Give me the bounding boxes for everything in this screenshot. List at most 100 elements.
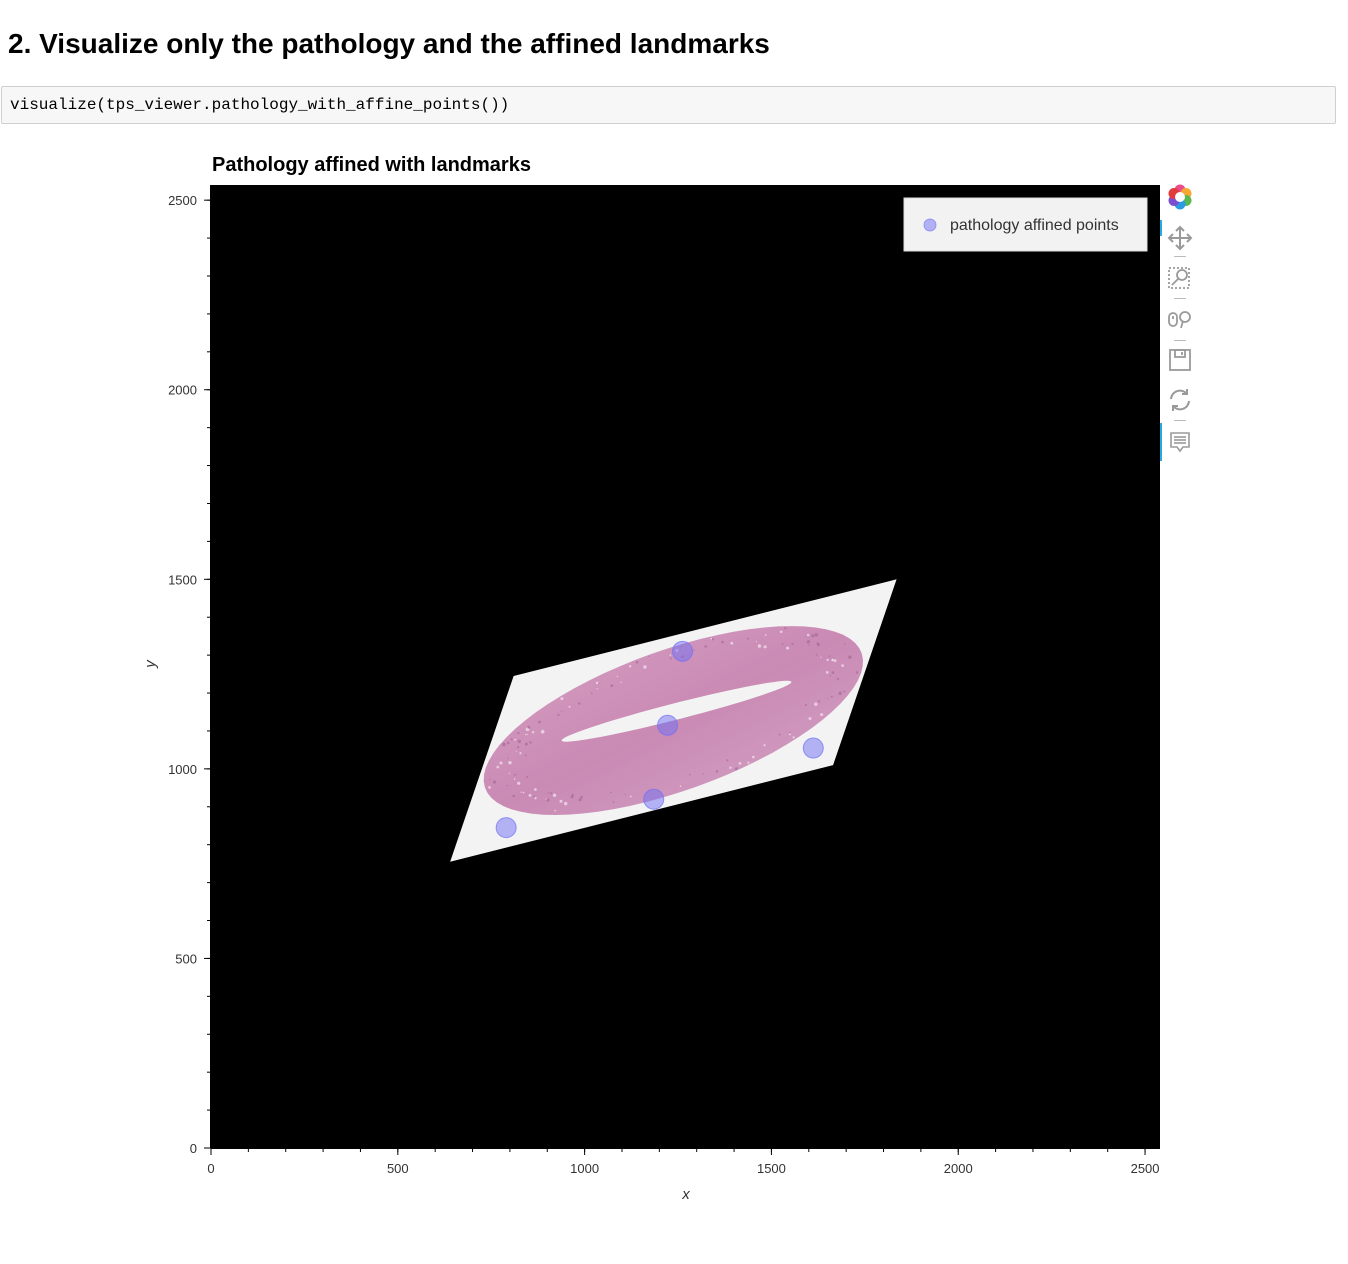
- tissue-texture: [528, 793, 532, 797]
- pan-icon[interactable]: [1166, 224, 1194, 252]
- tissue-texture: [841, 664, 844, 667]
- box-zoom-icon[interactable]: [1166, 264, 1194, 292]
- y-tick-label: 1000: [168, 762, 197, 777]
- tissue-texture: [855, 671, 859, 674]
- scatter-point[interactable]: [643, 788, 665, 810]
- y-tick-label: 2500: [168, 193, 197, 208]
- tissue-texture: [515, 750, 517, 752]
- tissue-texture: [811, 634, 815, 638]
- tissue-texture: [804, 704, 807, 707]
- tissue-texture: [534, 788, 537, 791]
- tissue-texture: [781, 643, 784, 646]
- tissue-texture: [570, 795, 574, 799]
- tissue-texture: [679, 785, 682, 787]
- tissue-texture: [693, 649, 695, 651]
- tissue-texture: [510, 738, 513, 741]
- tissue-texture: [629, 795, 632, 798]
- tissue-texture: [506, 784, 509, 787]
- tissue-texture: [546, 798, 550, 802]
- x-axis-label: x: [681, 1186, 690, 1203]
- tissue-texture: [828, 655, 831, 658]
- tissue-texture: [492, 780, 497, 784]
- tissue-texture: [522, 791, 525, 794]
- tissue-texture: [508, 772, 511, 774]
- scatter-point[interactable]: [802, 737, 824, 759]
- reset-icon[interactable]: [1166, 386, 1194, 414]
- tissue-texture: [616, 675, 618, 678]
- tissue-texture: [808, 644, 810, 646]
- tissue-texture: [836, 677, 840, 681]
- tissue-texture: [738, 762, 742, 765]
- tissue-texture: [788, 733, 791, 736]
- y-tick-label: 0: [190, 1141, 197, 1156]
- tissue-texture: [578, 702, 581, 705]
- code-cell[interactable]: visualize(tps_viewer.pathology_with_affi…: [1, 86, 1336, 124]
- tissue-texture: [838, 691, 842, 695]
- tissue-texture: [752, 755, 755, 759]
- tissue-texture: [568, 705, 571, 708]
- tissue-texture: [808, 717, 812, 720]
- tissue-texture: [831, 659, 834, 662]
- tissue-texture: [514, 738, 517, 741]
- tissue-texture: [814, 702, 818, 706]
- x-tick-label: 500: [387, 1161, 409, 1176]
- tissue-texture: [534, 797, 537, 800]
- tissue-texture: [669, 657, 672, 660]
- tissue-texture: [730, 641, 734, 645]
- tissue-texture: [818, 700, 821, 703]
- tissue-texture: [564, 801, 568, 806]
- tissue-texture: [540, 729, 545, 734]
- tissue-texture: [704, 645, 707, 648]
- scatter-point[interactable]: [495, 817, 517, 839]
- tissue-texture: [506, 741, 510, 745]
- code-text: visualize(tps_viewer.pathology_with_affi…: [10, 96, 510, 114]
- tissue-texture: [820, 713, 824, 717]
- tissue-texture: [526, 733, 528, 736]
- tissue-texture: [833, 659, 837, 663]
- tissue-texture: [507, 757, 509, 759]
- scatter-point[interactable]: [672, 640, 694, 662]
- tissue-texture: [578, 798, 582, 802]
- bokeh-logo-icon[interactable]: [1166, 183, 1194, 211]
- legend-label: pathology affined points: [950, 217, 1119, 234]
- tissue-texture: [688, 773, 691, 776]
- tissue-texture: [721, 640, 724, 644]
- save-icon[interactable]: [1166, 346, 1194, 374]
- tissue-texture: [571, 793, 574, 795]
- tissue-texture: [489, 778, 491, 781]
- tissue-texture: [496, 765, 500, 769]
- tissue-texture: [786, 646, 790, 650]
- legend-marker: [923, 218, 937, 232]
- tissue-texture: [702, 773, 704, 775]
- tissue-texture: [778, 733, 781, 736]
- tissue-texture: [848, 655, 852, 659]
- wheel-zoom-icon[interactable]: [1166, 306, 1194, 334]
- tissue-texture: [755, 641, 758, 643]
- tissue-texture: [488, 786, 491, 789]
- tissue-texture: [517, 732, 520, 735]
- tissue-texture: [559, 799, 563, 803]
- tissue-texture: [763, 744, 766, 747]
- x-tick-label: 1500: [757, 1161, 786, 1176]
- tissue-texture: [552, 793, 557, 797]
- tissue-texture: [806, 633, 810, 637]
- tissue-texture: [784, 627, 787, 630]
- tissue-texture: [620, 681, 622, 684]
- hover-icon[interactable]: [1166, 428, 1194, 456]
- y-tick-label: 1500: [168, 572, 197, 587]
- y-tick-label: 2000: [168, 383, 197, 398]
- tissue-texture: [561, 710, 563, 712]
- tissue-texture: [715, 770, 719, 773]
- tissue-texture: [527, 725, 531, 729]
- scatter-point[interactable]: [657, 714, 679, 736]
- tissue-texture: [514, 773, 517, 776]
- tissue-texture: [596, 688, 598, 690]
- tissue-texture: [508, 761, 512, 765]
- tissue-texture: [820, 656, 822, 658]
- tissue-texture: [533, 795, 535, 798]
- tissue-texture: [519, 752, 522, 755]
- y-tick-label: 500: [175, 951, 197, 966]
- tissue-texture: [791, 642, 794, 646]
- tissue-texture: [792, 736, 795, 739]
